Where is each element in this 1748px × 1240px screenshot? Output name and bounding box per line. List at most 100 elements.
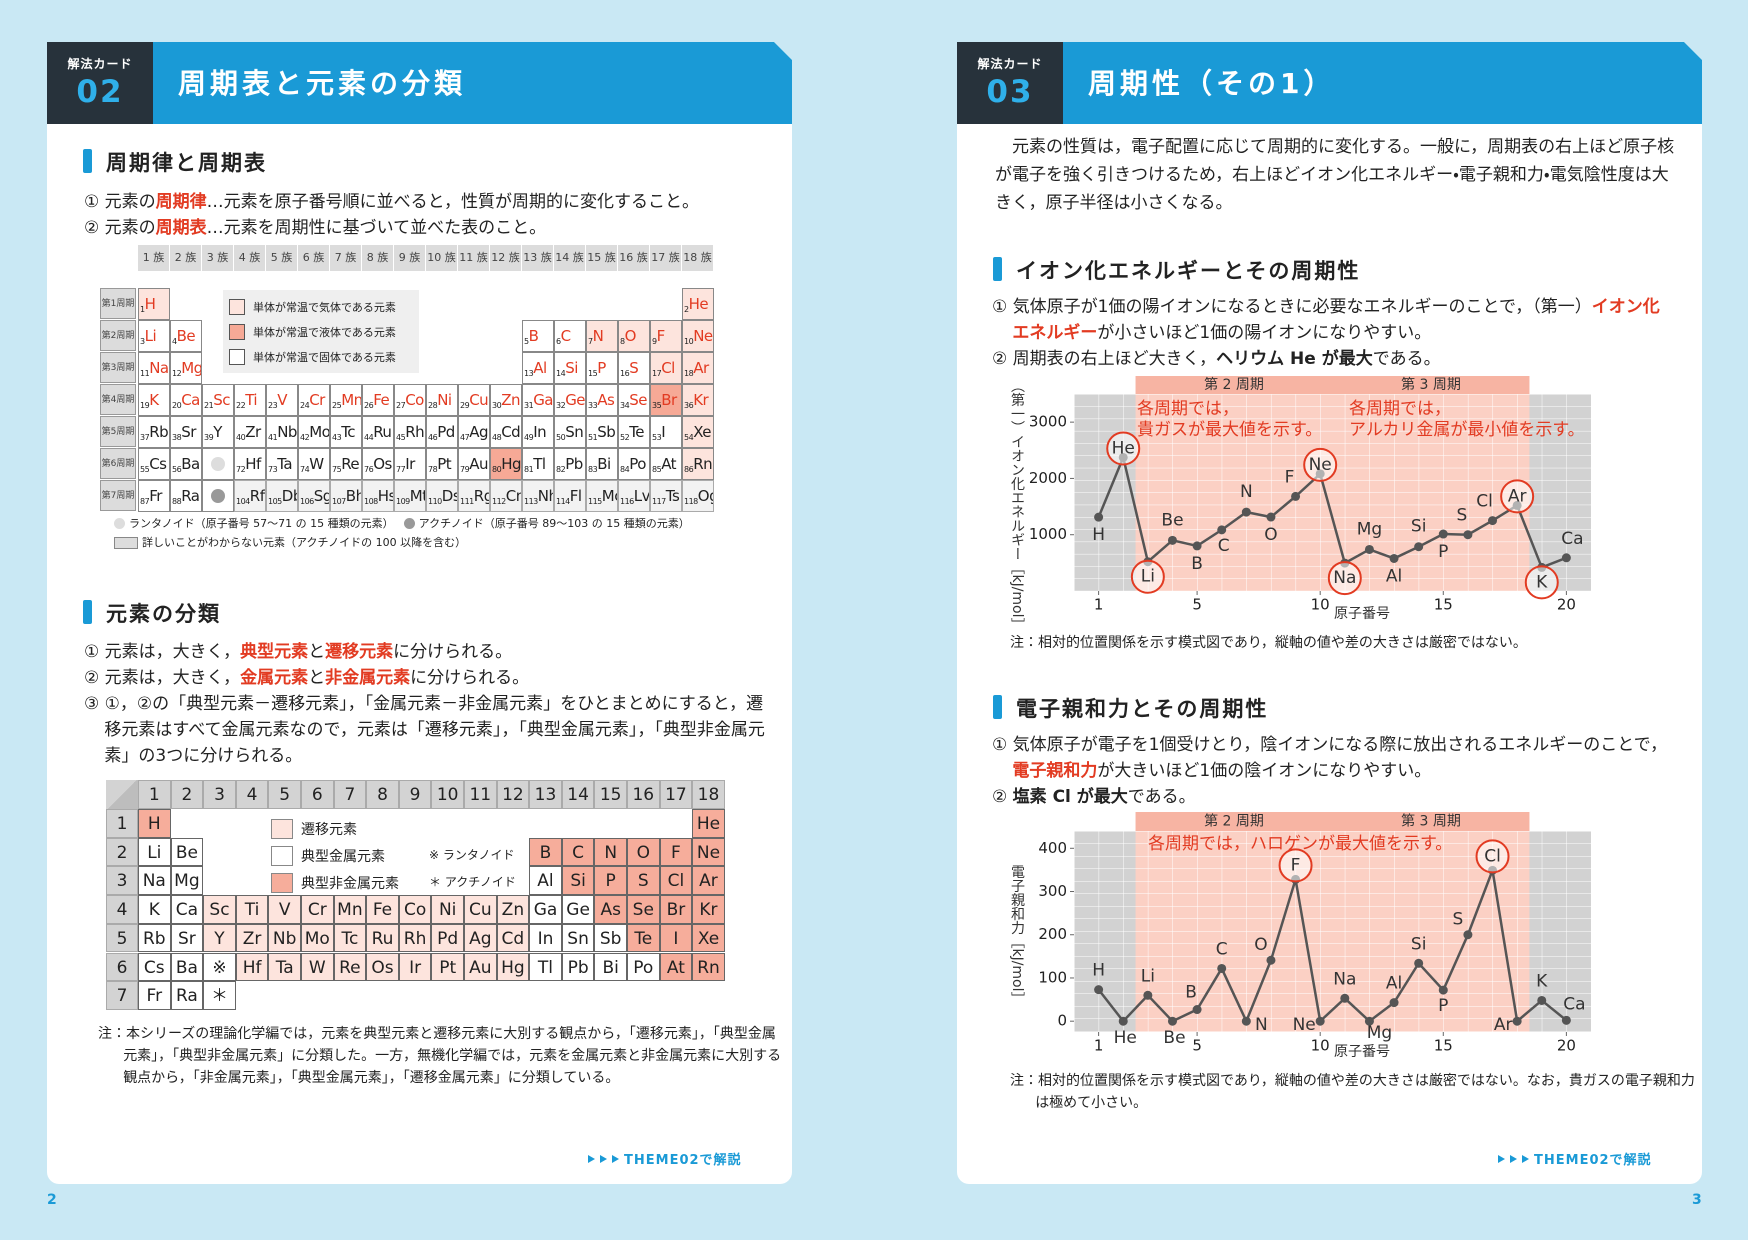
atomic-number: 83 [588,465,598,474]
element-cell: 45Rh [394,416,426,448]
data-point [1217,525,1227,535]
element-cell: 16S [618,352,650,384]
atomic-number: 36 [684,401,694,410]
group-header: 12 族 [490,245,521,271]
element-symbol: Sn [565,423,584,441]
data-point [1118,1016,1128,1026]
text-line: ① 元素は，大きく，典型元素と遷移元素に分けられる。 [84,639,774,665]
atomic-number: 9 [652,337,657,346]
footer-link: THEME02で解説 [588,1149,742,1168]
element-cell: Ga [529,895,562,924]
text: ① 元素は，大きく， [84,642,241,662]
element-cell: 1H [138,288,170,320]
point-label: N [1255,1015,1268,1035]
element-cell: 72Hf [234,448,266,480]
element-cell: 84Po [618,448,650,480]
element-cell: Si [561,866,595,896]
element-cell: 53I [650,416,682,448]
element-symbol: Rf [249,487,265,505]
text-line: ③ ①，②の「典型元素－遷移元素」，「金属元素－非金属元素」をひとまとめにすると… [84,691,774,769]
y-tick-label: 100 [1038,968,1067,986]
element-symbol: Au [469,455,488,473]
data-point [1364,1016,1374,1026]
x-tick-label: 5 [1192,1037,1202,1055]
atomic-number: 105 [268,497,282,506]
element-cell: 37Rb [138,416,170,448]
group-header: 16 族 [618,245,649,271]
legend-swatch [271,818,293,839]
element-symbol: Nh [537,487,553,505]
element-cell: 18Ar [682,352,714,384]
point-label: Ca [1561,529,1583,549]
y-tick-label: 1000 [1029,525,1067,543]
period-header: 5 [106,923,138,953]
footer-text: THEME02で解説 [624,1153,742,1168]
atomic-number: 21 [204,401,214,410]
data-point [1389,998,1399,1008]
bold-text: 塩素 Cl が最大 [1012,787,1128,807]
atomic-number: 6 [556,337,561,346]
element-symbol: Nb [277,423,297,441]
x-axis-label: 原子番号 [1334,1044,1390,1060]
x-tick-label: 10 [1311,596,1330,614]
element-cell: N [594,837,627,867]
element-symbol: Lv [633,487,650,505]
point-label: S [1453,910,1464,930]
point-label: O [1264,525,1277,545]
point-label: Mg [1367,1023,1392,1043]
element-cell: 52Te [618,416,650,448]
legend-item: 単体が常温で液体である元素 [229,319,413,344]
highlight-circle [1106,431,1141,466]
annotation: 各周期では，ハロゲンが最大値を示す。 [1148,834,1452,854]
atomic-number: 32 [556,401,566,410]
heading-bar [83,149,92,173]
element-symbol: Ir [405,455,415,473]
point-label: Cl [1484,846,1501,866]
element-cell: Nb [268,923,301,953]
series-marker [211,489,225,503]
element-cell: Mo [301,923,334,953]
element-cell: 48Cd [490,416,522,448]
element-cell: B [529,837,562,867]
atomic-number: 2 [684,305,689,314]
data-point [1561,1015,1571,1025]
data-point [1094,985,1104,995]
element-cell: H [138,809,171,838]
highlight-circle [1303,447,1338,482]
element-cell: 33As [586,384,618,416]
text: ① 元素の [84,192,156,212]
period-band-header [1135,812,1333,831]
element-cell: 54Xe [682,416,714,448]
point-label: Li [1141,567,1155,587]
group-header: 5 族 [266,245,297,271]
annotation: アルカリ金属が最小値を示す。 [1349,420,1585,440]
element-cell: 104Rf [234,480,266,512]
group-header: 14 [561,780,595,809]
element-symbol: Ts [665,487,680,505]
annotation: 各周期では， [1349,399,1451,419]
atomic-number: 30 [492,401,502,410]
legend-text: 遷移元素 [301,821,357,838]
point-label: Ar [1494,1015,1513,1035]
point-label: P [1438,996,1448,1016]
data-point [1389,553,1399,563]
atomic-number: 37 [140,433,150,442]
x-tick-label: 5 [1192,596,1202,614]
group-header: 7 [333,780,367,809]
atomic-number: 15 [588,369,598,378]
atomic-number: 55 [140,465,150,474]
legend: 遷移元素 典型金属元素 典型非金属元素 [271,815,399,896]
atomic-number: 12 [172,369,182,378]
element-cell: 115Mc [586,480,618,512]
text: ② 元素の [84,218,156,238]
atomic-number: 10 [684,337,694,346]
element-cell: Pb [561,952,595,982]
footer-link: THEME02で解説 [1498,1149,1652,1168]
text-line: ② 周期表の右上ほど大きく，ヘリウム He が最大である。 [992,346,1674,372]
element-symbol: Ag [469,423,488,441]
element-symbol: Tc [341,423,356,441]
data-point [1414,958,1424,968]
text: である。 [1127,787,1196,807]
atomic-number: 84 [620,465,630,474]
element-symbol: Ge [565,391,586,409]
